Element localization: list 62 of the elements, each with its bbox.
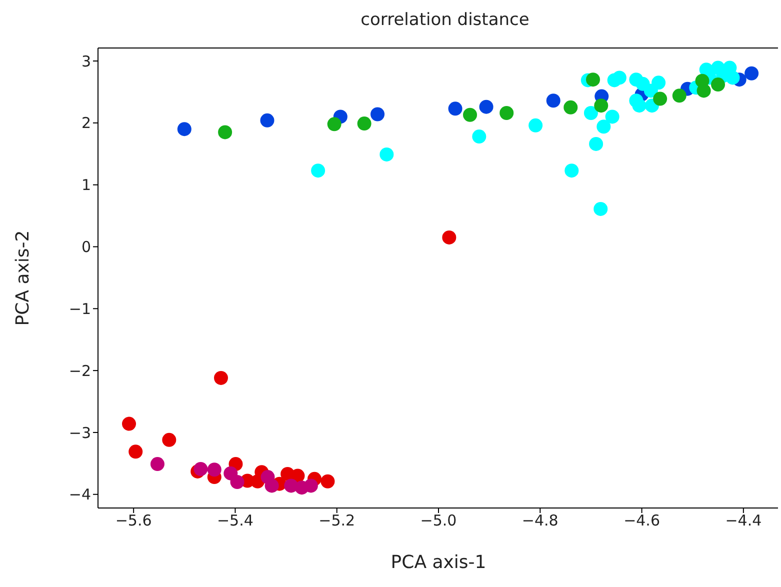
point	[564, 100, 578, 114]
point	[744, 66, 759, 80]
x-tick-label: −5.2	[318, 512, 356, 530]
point	[214, 370, 228, 385]
point	[612, 70, 626, 85]
point	[594, 98, 608, 113]
y-tick-label: −2	[68, 362, 91, 380]
point	[304, 478, 318, 493]
point	[653, 92, 668, 106]
point	[194, 462, 208, 476]
point	[207, 462, 222, 477]
point	[218, 125, 232, 140]
point	[589, 136, 604, 151]
point	[177, 122, 192, 136]
point	[584, 106, 598, 120]
point	[260, 113, 274, 128]
point	[586, 72, 600, 87]
chart-title: correlation distance	[360, 10, 530, 30]
point	[463, 108, 478, 122]
point	[596, 120, 611, 134]
point	[528, 118, 543, 132]
point	[644, 84, 658, 98]
y-tick-label: 2	[81, 114, 91, 132]
point	[380, 147, 394, 162]
x-axis-title: PCA axis-1	[390, 552, 486, 573]
y-tick-label: −1	[68, 300, 91, 318]
point	[162, 432, 176, 447]
point	[564, 164, 579, 178]
point	[150, 457, 164, 472]
x-tick-label: −5.0	[420, 512, 457, 530]
y-tick-label: −4	[68, 486, 91, 504]
point	[632, 98, 646, 113]
point	[500, 106, 514, 120]
y-axis-title: PCA axis-2	[12, 230, 34, 326]
point	[357, 116, 372, 131]
x-tick-label: −4.8	[522, 512, 558, 530]
point	[546, 94, 560, 108]
point	[264, 478, 279, 493]
point	[605, 110, 620, 124]
x-tick-label: −4.4	[725, 512, 762, 530]
point	[448, 102, 462, 116]
y-tick-label: 0	[81, 238, 91, 256]
point	[230, 474, 244, 489]
point	[320, 474, 335, 488]
point	[672, 88, 686, 103]
point	[128, 444, 143, 459]
point	[311, 164, 326, 178]
y-tick-label: 1	[81, 176, 91, 194]
point	[442, 230, 456, 244]
x-tick-label: −5.4	[217, 512, 254, 530]
point	[327, 117, 342, 132]
x-tick-label: −4.6	[624, 512, 660, 530]
y-tick-label: 3	[81, 52, 91, 70]
point	[370, 107, 385, 122]
point	[472, 130, 486, 144]
x-tick-label: −5.6	[115, 512, 152, 530]
point	[479, 100, 494, 114]
point	[696, 84, 711, 98]
point	[594, 202, 608, 216]
point	[711, 78, 726, 92]
point	[122, 416, 136, 431]
y-tick-label: −3	[68, 424, 91, 442]
